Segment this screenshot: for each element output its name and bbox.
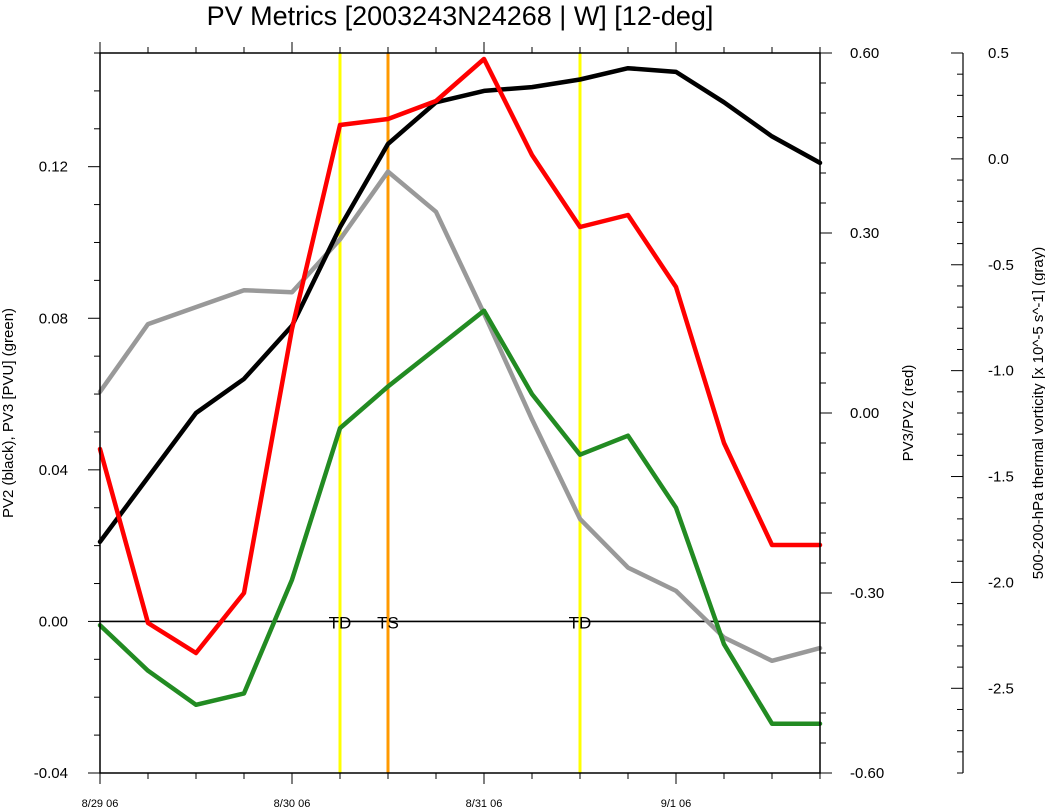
right-tick-label: -0.30 [850, 585, 884, 602]
far-right-tick-label: -2.0 [988, 574, 1014, 591]
series-line [97, 169, 823, 664]
right-y-axis: -0.60 -0.30 0.00 0.30 0.60 [820, 45, 884, 782]
event-label: TD [569, 613, 592, 632]
far-right-tick-label: 0.5 [988, 45, 1009, 62]
right-tick-label: 0.30 [850, 225, 879, 242]
right-tick-label: 0.00 [850, 405, 879, 422]
x-tick-label: 8/31 06 [466, 798, 503, 810]
plot-area: TD TS TD [97, 53, 823, 773]
x-axis: 8/29 06 8/30 06 8/31 06 9/1 06 [82, 42, 821, 810]
series-line [97, 308, 823, 726]
far-right-y-axis: 0.5 0.0 -0.5 -1.0 -1.5 -2.0 -2.5 [951, 45, 1014, 774]
right-tick-label: -0.60 [850, 765, 884, 782]
x-tick-label: 8/29 06 [82, 798, 119, 810]
event-label: TD [329, 613, 352, 632]
left-tick-label: -0.04 [34, 765, 68, 782]
left-tick-label: 0.00 [39, 613, 68, 630]
series-line [97, 65, 823, 545]
x-tick-label: 8/30 06 [274, 798, 311, 810]
left-tick-label: 0.04 [39, 462, 68, 479]
far-right-tick-label: -1.5 [988, 469, 1014, 486]
left-y-axis: -0.04 0.00 0.04 0.08 0.12 [34, 52, 100, 782]
far-right-tick-label: 0.0 [988, 151, 1009, 168]
far-right-tick-label: -2.5 [988, 680, 1014, 697]
right-tick-label: 0.60 [850, 45, 879, 62]
far-right-tick-label: -1.0 [988, 363, 1014, 380]
far-right-axis-label: 500-200-hPa thermal vorticity [x 10^-5 s… [1030, 247, 1045, 580]
event-label: TS [377, 613, 399, 632]
left-axis-label: PV2 (black), PV3 [PVU] (green) [0, 308, 17, 518]
plot-frame [99, 52, 821, 774]
chart-title: PV Metrics [2003243N24268 | W] [12-deg] [207, 1, 714, 31]
right-axis-label: PV3/PV2 (red) [900, 365, 917, 462]
left-tick-label: 0.12 [39, 159, 68, 176]
left-tick-label: 0.08 [39, 310, 68, 327]
far-right-tick-label: -0.5 [988, 257, 1014, 274]
series-line [97, 56, 823, 656]
x-tick-label: 9/1 06 [661, 798, 692, 810]
